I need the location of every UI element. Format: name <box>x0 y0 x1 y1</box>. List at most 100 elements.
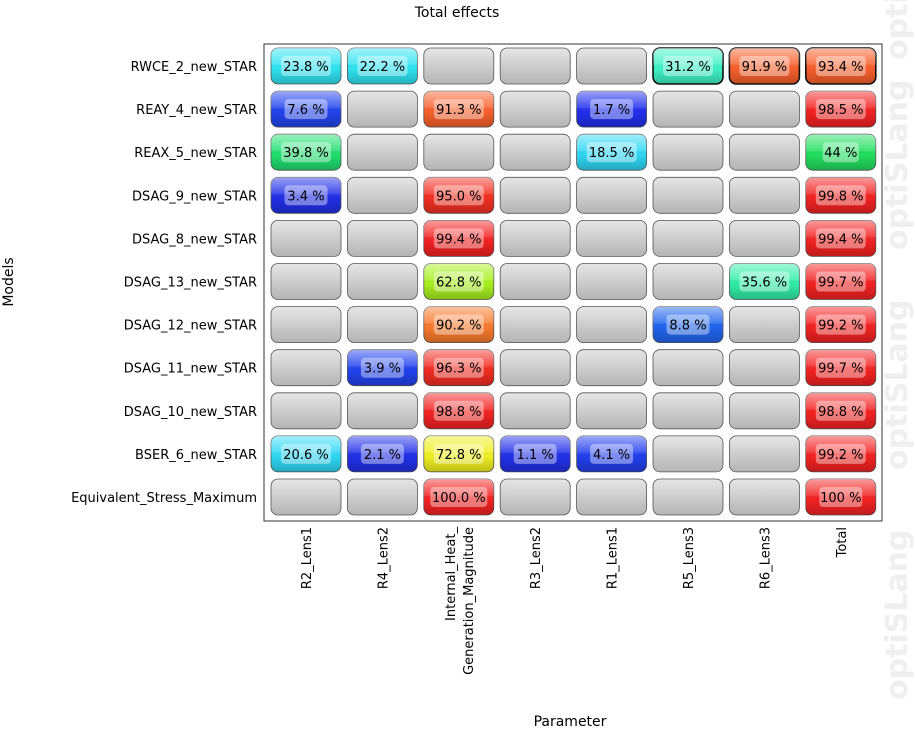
heatmap-cell <box>499 219 571 257</box>
cell-label-bg <box>360 443 404 464</box>
cell-value-label: 91.3 % <box>436 103 481 118</box>
heatmap-cell: 90.2 % <box>423 306 495 344</box>
heatmap-cell: 39.8 % <box>270 133 342 171</box>
cell-box <box>346 133 418 171</box>
heatmap-cell: 44 % <box>805 133 877 171</box>
cell-gloss <box>271 177 341 214</box>
cell-gloss <box>271 91 341 128</box>
heatmap-cell: 99.2 % <box>805 435 877 473</box>
cell-label-bg <box>433 400 484 421</box>
heatmap-cell <box>346 306 418 344</box>
cell-gloss <box>729 263 800 300</box>
cell-value-label: 99.7 % <box>818 276 863 291</box>
cell-gloss <box>347 349 418 386</box>
watermark: optiSLang optiSLang optiSLang optiSLang <box>872 0 915 733</box>
cell-label-bg <box>590 99 634 120</box>
column-label: Internal_Heat_ <box>444 527 459 621</box>
cell-box <box>499 263 571 300</box>
cell-gloss <box>805 435 876 472</box>
heatmap-cell <box>346 90 418 128</box>
cell-label-bg <box>433 271 484 292</box>
cell-label-bg <box>666 314 710 335</box>
cell-box <box>652 392 724 430</box>
cell-box <box>729 435 800 473</box>
heatmap-cell: 22.2 % <box>346 47 418 85</box>
row-label: BSER_6_new_STAR <box>135 448 257 463</box>
heatmap-cell: 7.6 % <box>270 90 342 128</box>
cell-gloss <box>653 306 723 343</box>
heatmap-cell: 91.3 % <box>423 90 495 128</box>
cell-label-bg <box>815 228 866 249</box>
cell-gloss <box>423 306 494 343</box>
heatmap-cell <box>652 176 724 214</box>
heatmap-cell: 96.3 % <box>423 349 495 387</box>
watermark-text: optiSLang <box>880 79 915 250</box>
cell-gloss <box>576 134 647 171</box>
cell-box <box>346 306 418 344</box>
cell-value-label: 99.8 % <box>818 189 863 204</box>
cell-gloss <box>271 435 341 472</box>
heatmap-cell <box>346 392 418 430</box>
row-label: DSAG_12_new_STAR <box>124 319 257 334</box>
heatmap-cell: 31.2 % <box>652 47 724 85</box>
heatmap-cell: 99.2 % <box>805 306 877 344</box>
heatmap-cell: 1.1 % <box>499 435 571 473</box>
cell-box <box>729 306 800 344</box>
cell-box <box>346 176 418 214</box>
heatmap-cell <box>576 306 647 344</box>
cell-value-label: 22.2 % <box>360 60 405 75</box>
cell-box <box>652 133 724 171</box>
heatmap-cell <box>652 435 724 473</box>
heatmap-cell <box>729 133 800 171</box>
cell-gloss <box>347 435 418 472</box>
watermark-text: optiSLang <box>880 299 915 470</box>
heatmap-cell <box>576 219 647 257</box>
heatmap-cell <box>499 478 571 516</box>
cell-gloss <box>423 263 494 300</box>
cell-value-label: 91.9 % <box>742 60 787 75</box>
cell-box <box>346 392 418 430</box>
heatmap-cell <box>729 392 800 430</box>
cell-gloss <box>805 306 876 343</box>
heatmap-cell: 20.6 % <box>270 435 342 473</box>
cell-box <box>576 176 647 214</box>
cell-gloss <box>423 479 494 515</box>
heatmap-cell <box>576 176 647 214</box>
heatmap-cell: 72.8 % <box>423 435 495 473</box>
heatmap-cell <box>270 263 342 300</box>
heatmap-cell <box>652 349 724 387</box>
cell-gloss <box>271 134 341 171</box>
cell-box <box>729 478 800 516</box>
cell-gloss <box>423 177 494 214</box>
heatmap-cell <box>652 133 724 171</box>
cell-gloss <box>805 349 876 386</box>
cell-gloss <box>653 48 723 84</box>
y-axis-label: Models <box>1 257 17 306</box>
cell-label-bg <box>281 443 331 464</box>
cell-box <box>729 176 800 214</box>
heatmap-cell <box>652 478 724 516</box>
heatmap-cell: 4.1 % <box>576 435 647 473</box>
cell-value-label: 35.6 % <box>742 276 787 291</box>
heatmap-cell <box>729 219 800 257</box>
heatmap-cell: 98.5 % <box>805 90 877 128</box>
heatmap-cell <box>729 435 800 473</box>
cell-label-bg <box>815 185 866 206</box>
cell-box <box>576 263 647 300</box>
cell-box <box>652 478 724 516</box>
cell-label-bg <box>360 357 404 378</box>
cell-box <box>652 176 724 214</box>
cell-gloss <box>423 91 494 128</box>
column-label: Total <box>835 527 850 558</box>
cell-value-label: 20.6 % <box>283 448 328 463</box>
watermark-text: optiSLang <box>880 0 915 60</box>
cell-gloss <box>271 48 341 84</box>
heatmap-cell: 99.4 % <box>423 219 495 257</box>
cell-value-label: 98.8 % <box>436 405 481 420</box>
heatmap-cell <box>652 90 724 128</box>
cell-box <box>499 133 571 171</box>
column-label: R6_Lens3 <box>758 527 773 589</box>
cell-value-label: 99.7 % <box>818 362 863 377</box>
chart-title: Total effects <box>414 5 500 21</box>
cell-box <box>652 349 724 387</box>
